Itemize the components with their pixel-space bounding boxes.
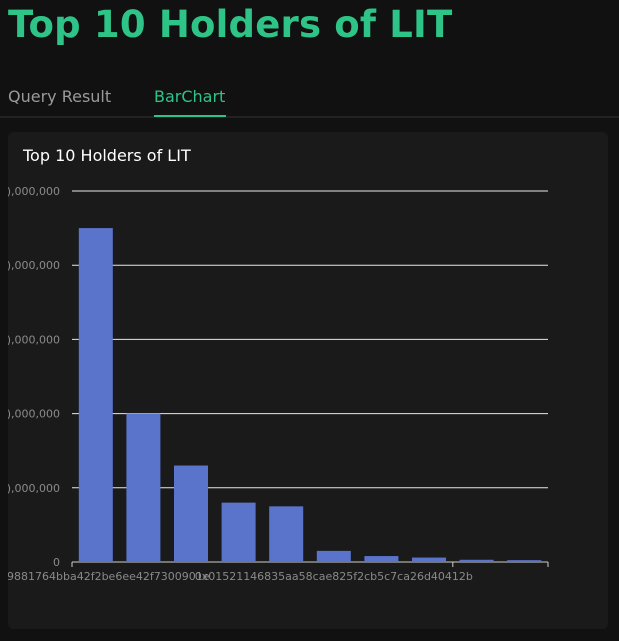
y-tick-label: ),000,000: [8, 482, 60, 495]
y-tick-label: ),000,000: [8, 408, 60, 421]
bar: [412, 557, 446, 562]
tab-query-result[interactable]: Query Result: [8, 87, 112, 106]
bar-chart: 0 ),000,000 ),000,000 ),000,000 ),000,000 ),0…: [8, 185, 549, 583]
tab-barchart[interactable]: BarChart: [154, 87, 226, 106]
active-tab-indicator: [154, 115, 226, 117]
y-tick-label: ),000,000: [8, 333, 60, 346]
chart-card: Top 10 Holders of LIT 0 ),000,000 ),000,00…: [8, 132, 608, 629]
bar: [78, 228, 113, 562]
chart-title: Top 10 Holders of LIT: [23, 146, 191, 165]
bar: [126, 413, 161, 562]
x-tick-label: 0x01521146835aa58cae825f2cb5c7ca26d40412…: [195, 570, 473, 583]
tabs-divider: [0, 116, 619, 118]
x-tick-label: 65f49881764bba42f2be6ee42f7300901e: [8, 570, 210, 583]
y-tick-label: 0: [53, 556, 60, 569]
page-title: Top 10 Holders of LIT: [8, 3, 453, 46]
bar: [459, 559, 494, 562]
bar: [174, 465, 208, 562]
bar: [364, 556, 399, 562]
bar: [269, 506, 304, 562]
bar: [316, 550, 351, 562]
y-tick-label: ),000,000: [8, 259, 60, 272]
bar: [221, 502, 256, 562]
y-tick-label: ),000,000: [8, 185, 60, 198]
bar: [507, 560, 542, 562]
